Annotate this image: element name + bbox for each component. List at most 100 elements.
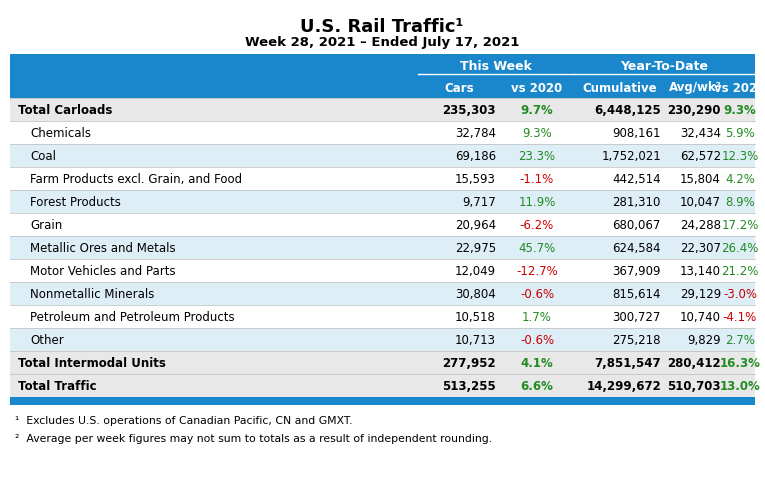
Text: 442,514: 442,514 xyxy=(612,173,661,186)
Text: 23.3%: 23.3% xyxy=(519,150,555,163)
Bar xyxy=(10,260,755,282)
Text: 12.3%: 12.3% xyxy=(721,150,759,163)
Text: 9.3%: 9.3% xyxy=(522,127,552,140)
Text: 815,614: 815,614 xyxy=(613,288,661,300)
Text: ²  Average per week figures may not sum to totals as a result of independent rou: ² Average per week figures may not sum t… xyxy=(15,433,492,443)
Text: 5.9%: 5.9% xyxy=(725,127,755,140)
Text: vs 2020: vs 2020 xyxy=(511,81,562,94)
Text: 22,307: 22,307 xyxy=(680,241,721,254)
Bar xyxy=(10,282,755,305)
Text: 11.9%: 11.9% xyxy=(519,195,555,209)
Text: Motor Vehicles and Parts: Motor Vehicles and Parts xyxy=(30,264,176,277)
Text: 26.4%: 26.4% xyxy=(721,241,759,254)
Text: 4.2%: 4.2% xyxy=(725,173,755,186)
Text: Forest Products: Forest Products xyxy=(30,195,121,209)
Text: 32,784: 32,784 xyxy=(455,127,496,140)
Bar xyxy=(10,99,755,122)
Text: 680,067: 680,067 xyxy=(613,218,661,231)
Bar xyxy=(10,374,755,397)
Text: 14,299,672: 14,299,672 xyxy=(586,379,661,392)
Text: 6.6%: 6.6% xyxy=(520,379,553,392)
Text: Other: Other xyxy=(30,333,63,346)
Text: 230,290: 230,290 xyxy=(668,104,721,117)
Text: Avg/wk²: Avg/wk² xyxy=(669,81,721,94)
Text: 9.7%: 9.7% xyxy=(521,104,553,117)
Text: 367,909: 367,909 xyxy=(613,264,661,277)
Text: 62,572: 62,572 xyxy=(680,150,721,163)
Bar xyxy=(10,144,755,168)
Text: 13.0%: 13.0% xyxy=(720,379,760,392)
Text: 10,740: 10,740 xyxy=(680,311,721,324)
Text: 624,584: 624,584 xyxy=(613,241,661,254)
Text: Petroleum and Petroleum Products: Petroleum and Petroleum Products xyxy=(30,311,235,324)
Text: 12,049: 12,049 xyxy=(455,264,496,277)
Text: 22,975: 22,975 xyxy=(455,241,496,254)
Text: 513,255: 513,255 xyxy=(442,379,496,392)
Text: -6.2%: -6.2% xyxy=(520,218,554,231)
Text: vs 2020: vs 2020 xyxy=(715,81,765,94)
Text: U.S. Rail Traffic¹: U.S. Rail Traffic¹ xyxy=(301,18,464,36)
Bar xyxy=(10,191,755,214)
Text: Farm Products excl. Grain, and Food: Farm Products excl. Grain, and Food xyxy=(30,173,243,186)
Text: 69,186: 69,186 xyxy=(455,150,496,163)
Text: 13,140: 13,140 xyxy=(680,264,721,277)
Text: 30,804: 30,804 xyxy=(455,288,496,300)
Text: 32,434: 32,434 xyxy=(680,127,721,140)
Bar xyxy=(10,55,755,77)
Text: Nonmetallic Minerals: Nonmetallic Minerals xyxy=(30,288,155,300)
Text: -4.1%: -4.1% xyxy=(723,311,757,324)
Text: 9,717: 9,717 xyxy=(462,195,496,209)
Bar xyxy=(10,237,755,260)
Text: Week 28, 2021 – Ended July 17, 2021: Week 28, 2021 – Ended July 17, 2021 xyxy=(245,36,519,49)
Text: 7,851,547: 7,851,547 xyxy=(594,356,661,369)
Text: Total Intermodal Units: Total Intermodal Units xyxy=(18,356,166,369)
Text: 277,952: 277,952 xyxy=(442,356,496,369)
Bar xyxy=(10,328,755,351)
Bar xyxy=(10,351,755,374)
Text: 29,129: 29,129 xyxy=(680,288,721,300)
Text: 10,713: 10,713 xyxy=(455,333,496,346)
Text: Total Traffic: Total Traffic xyxy=(18,379,96,392)
Text: Grain: Grain xyxy=(30,218,62,231)
Text: 15,593: 15,593 xyxy=(455,173,496,186)
Bar xyxy=(10,122,755,144)
Text: 300,727: 300,727 xyxy=(613,311,661,324)
Text: 235,303: 235,303 xyxy=(442,104,496,117)
Text: 1.7%: 1.7% xyxy=(522,311,552,324)
Text: 17.2%: 17.2% xyxy=(721,218,759,231)
Text: Total Carloads: Total Carloads xyxy=(18,104,112,117)
Bar xyxy=(10,305,755,328)
Text: -3.0%: -3.0% xyxy=(723,288,757,300)
Text: 1,752,021: 1,752,021 xyxy=(601,150,661,163)
Bar xyxy=(10,214,755,237)
Bar xyxy=(10,168,755,191)
Text: 9,829: 9,829 xyxy=(688,333,721,346)
Text: 9.3%: 9.3% xyxy=(724,104,757,117)
Text: 4.1%: 4.1% xyxy=(521,356,553,369)
Text: Chemicals: Chemicals xyxy=(30,127,91,140)
Text: ¹  Excludes U.S. operations of Canadian Pacific, CN and GMXT.: ¹ Excludes U.S. operations of Canadian P… xyxy=(15,415,353,425)
Text: 20,964: 20,964 xyxy=(455,218,496,231)
Text: 21.2%: 21.2% xyxy=(721,264,759,277)
Text: -0.6%: -0.6% xyxy=(520,288,554,300)
Bar xyxy=(10,397,755,405)
Text: Cumulative: Cumulative xyxy=(582,81,657,94)
Text: 6,448,125: 6,448,125 xyxy=(594,104,661,117)
Text: This Week: This Week xyxy=(460,60,532,72)
Text: Cars: Cars xyxy=(444,81,474,94)
Text: -12.7%: -12.7% xyxy=(516,264,558,277)
Text: 275,218: 275,218 xyxy=(613,333,661,346)
Text: 45.7%: 45.7% xyxy=(519,241,555,254)
Text: Coal: Coal xyxy=(30,150,56,163)
Text: -0.6%: -0.6% xyxy=(520,333,554,346)
Text: 15,804: 15,804 xyxy=(680,173,721,186)
Text: 10,047: 10,047 xyxy=(680,195,721,209)
Text: 908,161: 908,161 xyxy=(613,127,661,140)
Bar xyxy=(10,77,755,99)
Text: Metallic Ores and Metals: Metallic Ores and Metals xyxy=(30,241,176,254)
Text: 2.7%: 2.7% xyxy=(725,333,755,346)
Text: 281,310: 281,310 xyxy=(613,195,661,209)
Text: 8.9%: 8.9% xyxy=(725,195,755,209)
Text: Year-To-Date: Year-To-Date xyxy=(620,60,708,72)
Text: 280,412: 280,412 xyxy=(667,356,721,369)
